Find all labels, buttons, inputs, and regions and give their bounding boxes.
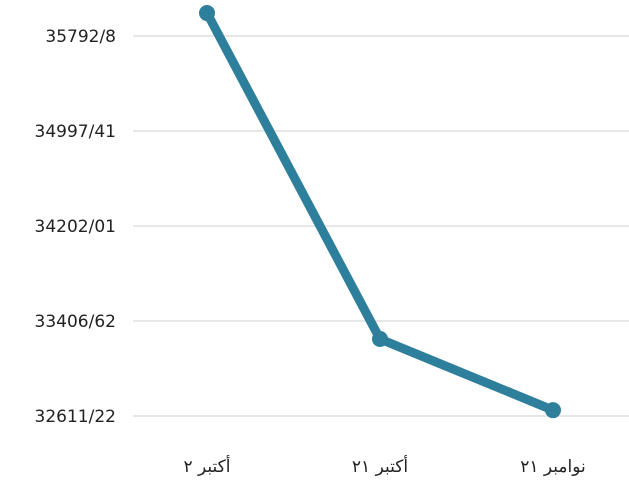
data-point (372, 330, 388, 347)
y-tick-label: 32611/22 (35, 407, 116, 427)
series-line (202, 8, 558, 415)
x-tick-label: أكتبر ٢ (183, 455, 230, 477)
data-point (199, 5, 215, 22)
x-tick-label: نوامبر ٢١ (520, 457, 586, 477)
series-group (199, 5, 561, 419)
y-tick-label: 34997/41 (35, 122, 116, 142)
data-point (545, 402, 561, 419)
x-axis-tick-labels: أكتبر ٢ أكتبر ٢١ نوامبر ٢١ (183, 455, 585, 477)
y-tick-label: 34202/01 (35, 217, 116, 237)
y-gridlines (133, 35, 629, 417)
y-tick-label: 35792/8 (45, 27, 116, 47)
x-tick-label: أكتبر ٢١ (352, 455, 408, 477)
y-tick-label: 33406/62 (35, 312, 116, 332)
y-axis-tick-labels: 35792/8 34997/41 34202/01 33406/62 32611/22 (35, 27, 116, 427)
